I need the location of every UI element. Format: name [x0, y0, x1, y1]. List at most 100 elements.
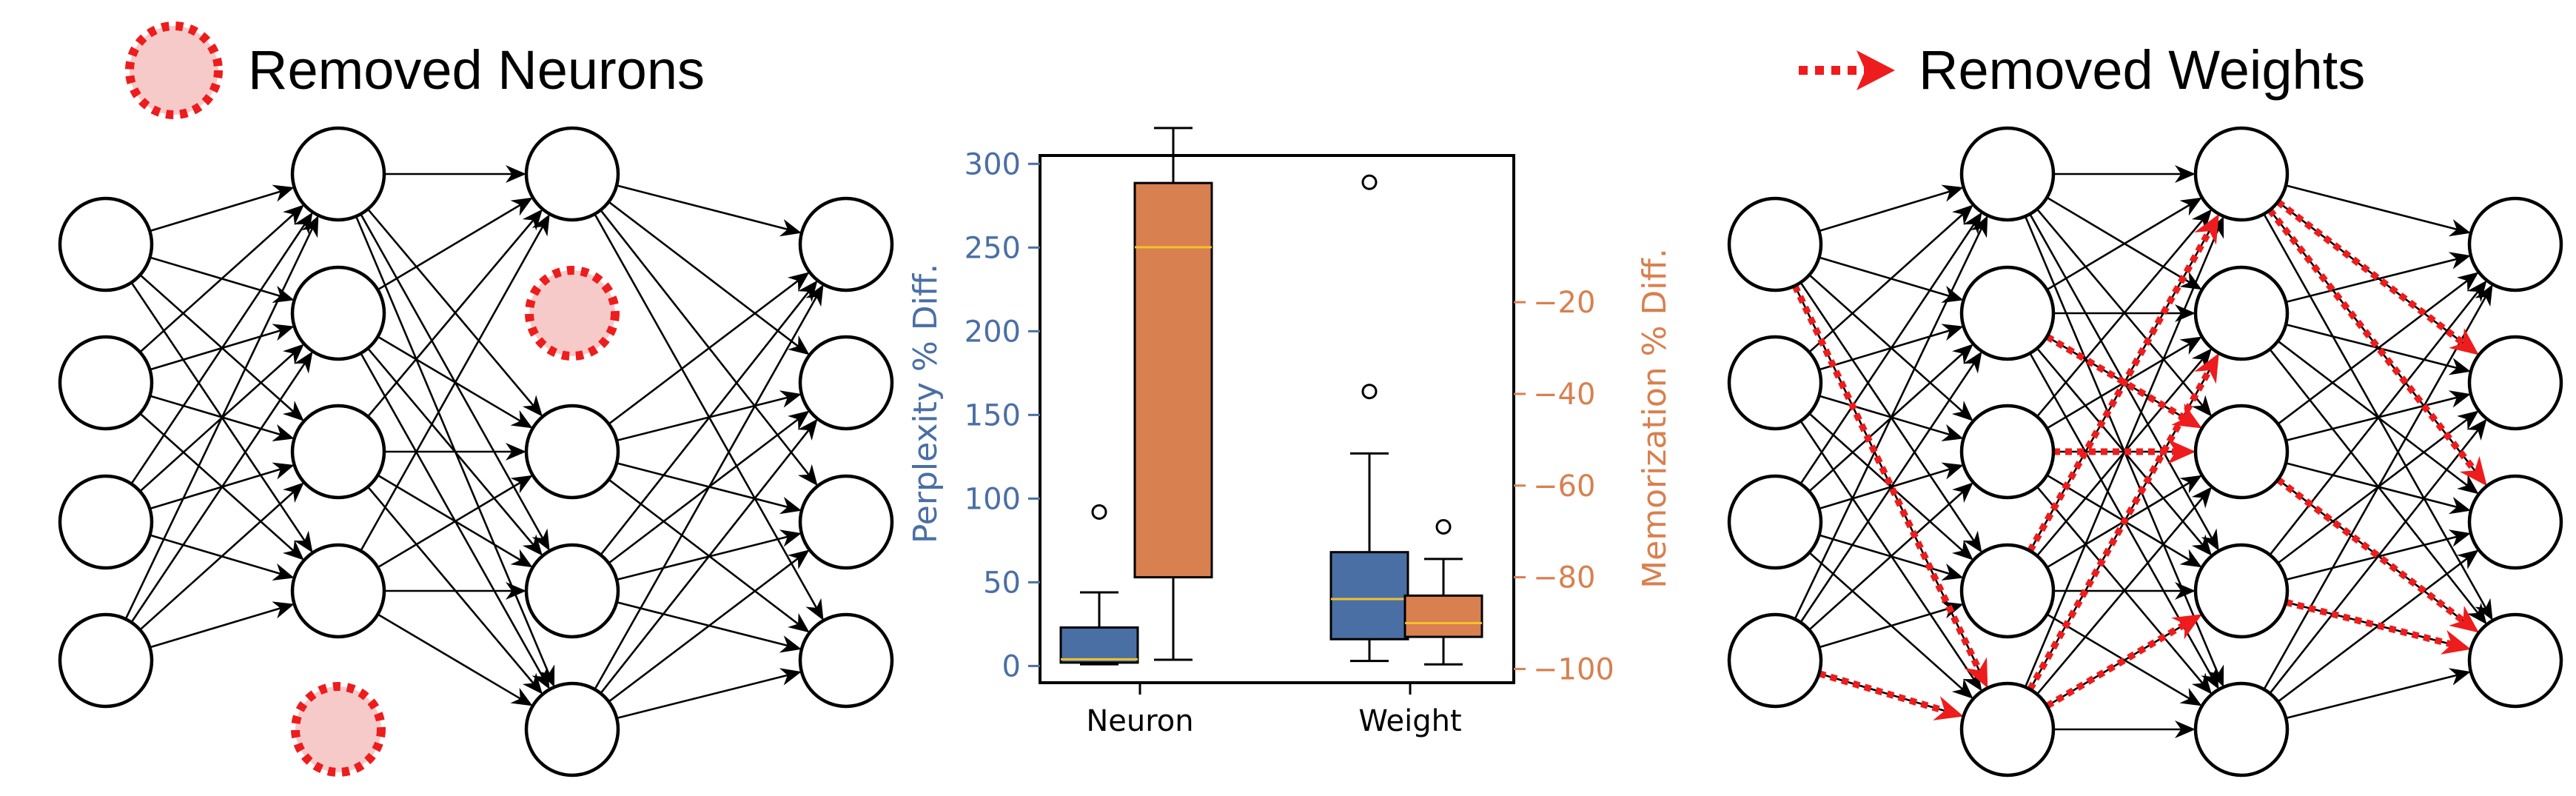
- right-tick-label: −40: [1533, 378, 1595, 412]
- edge: [2263, 213, 2493, 621]
- edge: [2036, 486, 2213, 695]
- edge: [2285, 324, 2471, 375]
- neuron: [2467, 335, 2563, 431]
- removed-edge: [2275, 477, 2479, 633]
- x-tick-label: Weight: [1358, 704, 1461, 738]
- neuron: [58, 474, 154, 570]
- right-tick-label: −100: [1533, 652, 1614, 686]
- edge: [2046, 475, 2202, 569]
- removed-neuron: [291, 682, 386, 777]
- edge: [1808, 204, 1973, 353]
- left-tick-label: 0: [1002, 649, 1021, 683]
- edge: [2285, 252, 2471, 304]
- neuron: [1727, 196, 1823, 292]
- edge: [139, 344, 304, 492]
- edge: [384, 165, 526, 183]
- removed-edge: [2027, 353, 2219, 692]
- neuron: [798, 474, 894, 570]
- neuron: [290, 543, 386, 639]
- edge: [366, 486, 543, 695]
- nodes: [1727, 126, 2563, 777]
- x-axis: Neuron Weight: [1086, 683, 1462, 738]
- edge: [616, 390, 802, 442]
- y-axis-right-title: Memorization % Diff.: [1636, 248, 1674, 589]
- edge: [360, 352, 550, 689]
- neuron: [2193, 543, 2290, 639]
- neuron: [798, 612, 894, 709]
- removed-edge: [2284, 598, 2471, 655]
- edge: [377, 335, 533, 429]
- edge: [150, 395, 295, 441]
- edge: [366, 347, 543, 556]
- edge: [2053, 165, 2196, 183]
- edge: [150, 324, 295, 371]
- legend-removed-neurons: Removed Neurons: [125, 21, 705, 119]
- removed-edge: [1818, 670, 1964, 720]
- neuron: [2193, 681, 2290, 777]
- neuron: [2193, 265, 2290, 361]
- edge: [2046, 474, 2202, 568]
- edge: [2285, 668, 2471, 720]
- edge: [2269, 280, 2487, 556]
- edge: [2269, 418, 2487, 695]
- neuron: [2467, 612, 2563, 709]
- edge: [150, 534, 295, 581]
- edge: [2285, 462, 2471, 515]
- edge: [616, 462, 802, 515]
- edge: [2277, 272, 2479, 425]
- memorization-box-weight: [1403, 518, 1483, 666]
- right-tick-label: −60: [1533, 469, 1595, 504]
- edge: [608, 272, 810, 425]
- edge: [600, 280, 818, 556]
- edge: [1808, 274, 1973, 421]
- perplexity-box-weight: [1329, 174, 1409, 663]
- edge: [616, 668, 802, 720]
- neuron: [1727, 612, 1823, 709]
- edge: [130, 281, 313, 553]
- neuron: [58, 612, 154, 709]
- edge: [1819, 395, 1964, 441]
- outlier-point: [1091, 504, 1107, 520]
- neuron: [58, 335, 154, 431]
- edge: [1799, 281, 1982, 553]
- edge: [1819, 256, 1964, 303]
- x-tick-label: Neuron: [1086, 704, 1193, 738]
- edge: [594, 213, 824, 621]
- legend-removed-weights: Removed Weights: [1799, 39, 2365, 101]
- edge: [149, 462, 295, 510]
- neuron: [2467, 196, 2563, 292]
- neuron: [524, 404, 620, 500]
- edge: [1818, 184, 1964, 233]
- edge: [2277, 549, 2479, 703]
- edge: [384, 582, 526, 600]
- boxes: [1059, 127, 1483, 666]
- edge: [1799, 212, 1982, 485]
- network-neuron-pruning: [58, 126, 894, 777]
- edge: [124, 215, 319, 620]
- edge: [384, 443, 526, 461]
- edge: [130, 351, 313, 623]
- edge: [1819, 324, 1964, 371]
- edge: [1799, 351, 1982, 623]
- neuron: [524, 681, 620, 777]
- edge: [360, 213, 550, 551]
- left-tick-label: 250: [965, 231, 1021, 265]
- edge: [594, 284, 824, 690]
- nodes: [58, 126, 894, 777]
- edge: [2029, 213, 2219, 551]
- edge: [2285, 184, 2471, 237]
- neuron: [2193, 404, 2290, 500]
- edge: [1818, 462, 1964, 510]
- outlier-point: [1435, 518, 1452, 535]
- neuron: [2467, 474, 2563, 570]
- removed-edge: [1791, 284, 1988, 689]
- edge: [360, 214, 550, 552]
- neuron: [290, 404, 386, 500]
- edge: [2263, 284, 2493, 690]
- dotted-red-arrow-icon: [1799, 50, 1895, 90]
- edge: [2269, 348, 2487, 625]
- neuron: [1959, 681, 2056, 777]
- edge: [1794, 215, 1988, 620]
- edge: [139, 204, 304, 353]
